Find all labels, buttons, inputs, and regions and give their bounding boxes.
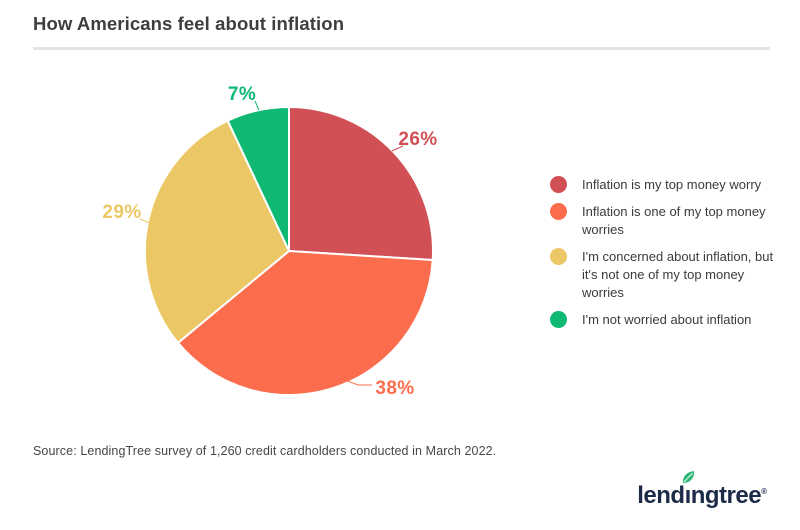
- legend: Inflation is my top money worry Inflatio…: [550, 176, 788, 329]
- legend-swatch-green: [550, 311, 567, 328]
- registered-mark: ®: [761, 487, 767, 496]
- logo-letter-i: ı: [682, 471, 694, 510]
- page-title: How Americans feel about inflation: [33, 13, 345, 34]
- pie-chart: 26% 38% 29% 7%: [102, 84, 437, 399]
- legend-item-3: I'm concerned about inflation, but it's …: [550, 248, 788, 302]
- legend-item-4: I'm not worried about inflation: [550, 311, 788, 329]
- legend-swatch-yellow: [550, 248, 567, 265]
- pie-slice-2: [176, 249, 434, 397]
- legend-swatch-orange: [550, 203, 567, 220]
- legend-swatch-red: [550, 176, 567, 193]
- logo-text-post: ngtree: [690, 482, 762, 509]
- pie-value-label-2: 38%: [375, 378, 414, 399]
- legend-label-1: Inflation is my top money worry: [582, 177, 762, 192]
- legend-item-2: Inflation is one of my top money worries: [550, 203, 788, 239]
- legend-label-3: I'm concerned about inflation, but it's …: [582, 249, 774, 300]
- lendingtree-logo: lendı ngtree®: [637, 471, 767, 510]
- pie-value-label-4: 7%: [228, 84, 256, 105]
- pie-value-label-3: 29%: [102, 202, 141, 223]
- legend-label-4: I'm not worried about inflation: [582, 312, 752, 327]
- title-divider: [33, 47, 770, 50]
- pie-label-leader-2: [339, 377, 372, 386]
- pie-label-leader-4: [254, 100, 260, 111]
- legend-label-2: Inflation is one of my top money worries: [582, 204, 766, 237]
- pie-slice-1: [288, 105, 434, 262]
- logo-text-pre: lend: [637, 482, 685, 509]
- leaf-icon: [682, 471, 694, 484]
- pie-slice-4: [226, 105, 290, 252]
- pie-value-label-1: 26%: [398, 129, 437, 150]
- legend-item-1: Inflation is my top money worry: [550, 176, 788, 194]
- pie-label-leader-3: [139, 218, 151, 224]
- source-note: Source: LendingTree survey of 1,260 cred…: [33, 444, 497, 458]
- pie-label-leader-1: [391, 145, 404, 152]
